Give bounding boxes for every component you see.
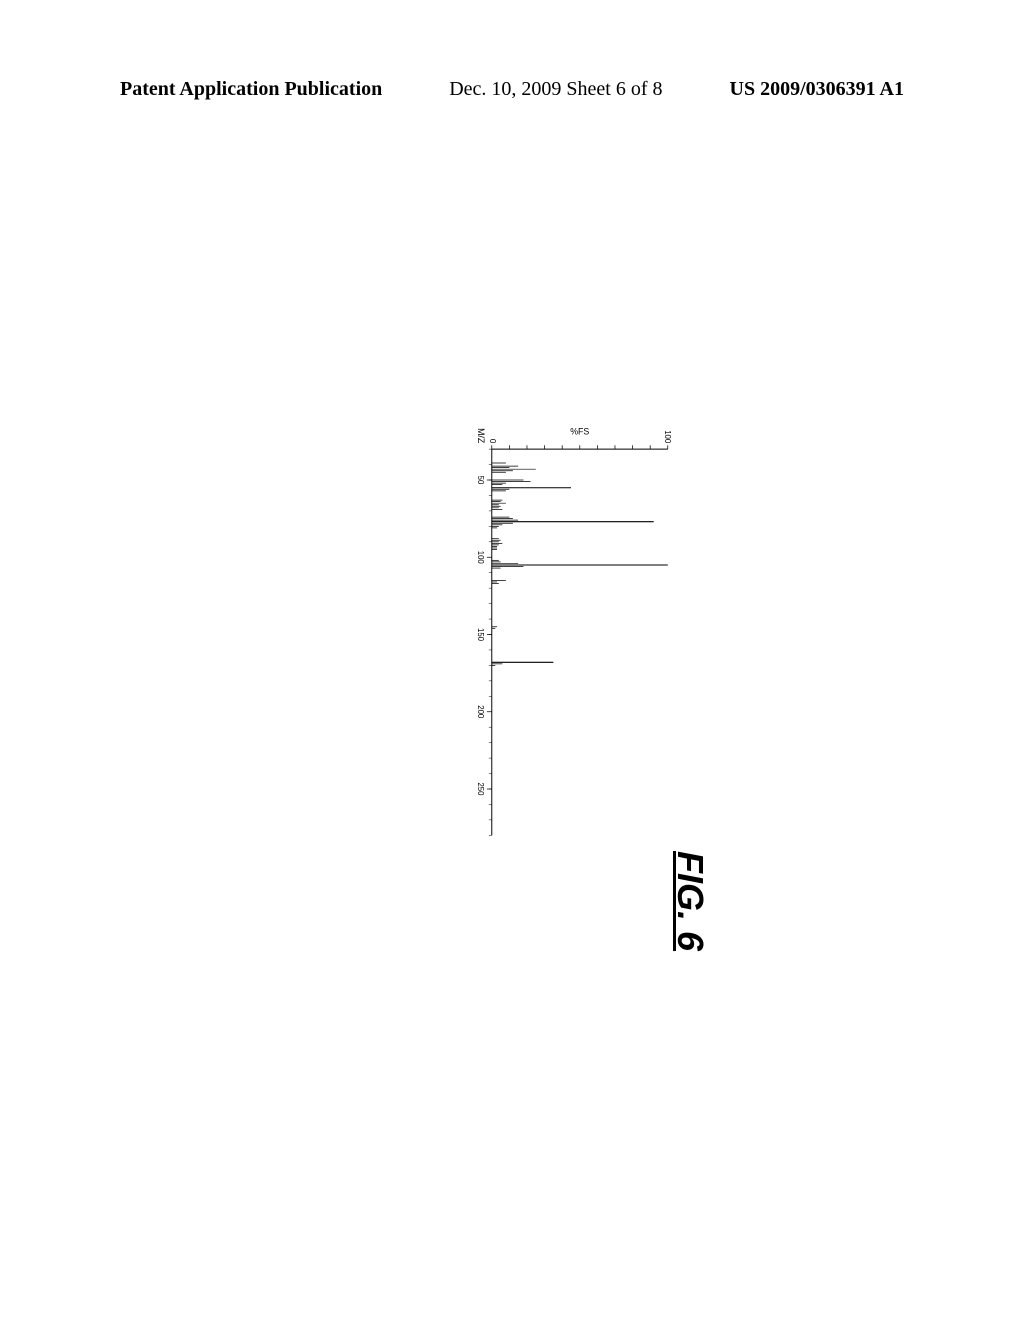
svg-text:%FS: %FS bbox=[570, 426, 589, 436]
svg-text:M/Z: M/Z bbox=[476, 428, 486, 444]
figure-caption: FIG. 6 bbox=[669, 851, 711, 951]
mass-spectrum-chart: 50 100 150 200 250 100 0 %FS M/Z bbox=[120, 410, 1020, 850]
page-header: Patent Application Publication Dec. 10, … bbox=[0, 78, 1024, 101]
svg-text:100: 100 bbox=[476, 551, 485, 565]
publication-label: Patent Application Publication bbox=[120, 78, 382, 101]
svg-text:200: 200 bbox=[476, 705, 485, 719]
svg-text:50: 50 bbox=[476, 476, 485, 485]
svg-text:0: 0 bbox=[488, 439, 497, 444]
svg-text:250: 250 bbox=[476, 782, 485, 796]
application-number: US 2009/0306391 A1 bbox=[730, 78, 904, 101]
sheet-info: Dec. 10, 2009 Sheet 6 of 8 bbox=[449, 78, 662, 101]
spectrum-svg: 50 100 150 200 250 100 0 %FS M/Z bbox=[120, 410, 1020, 850]
svg-text:150: 150 bbox=[476, 628, 485, 642]
svg-text:100: 100 bbox=[663, 430, 672, 444]
